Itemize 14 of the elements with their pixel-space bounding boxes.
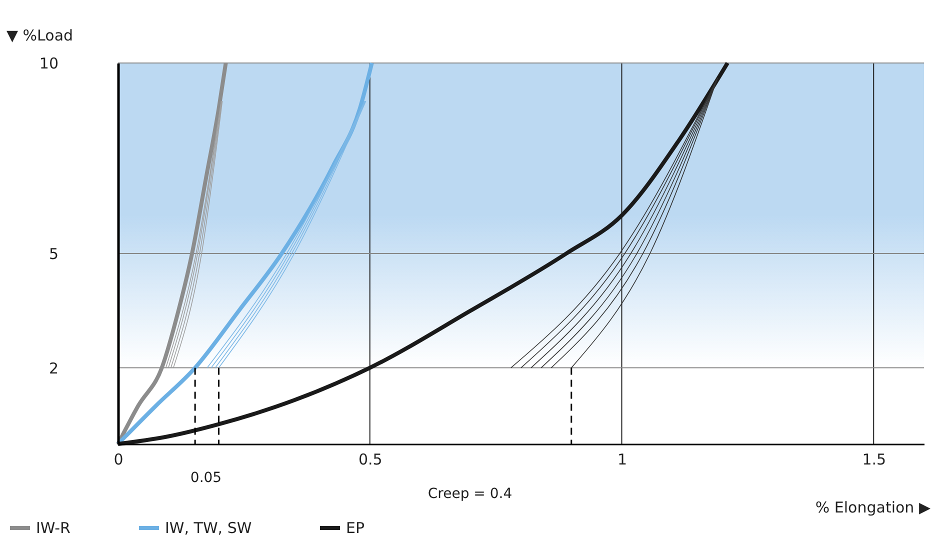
x-tick-label: 1.5 [862, 450, 886, 468]
x-tick-label: 0 [114, 450, 124, 468]
x-tick-label: 1 [617, 450, 628, 468]
y-tick-label: 2 [48, 359, 58, 378]
y-tick-label: 10 [39, 54, 58, 72]
text: Creep = 0.4 [428, 486, 512, 502]
x-axis-title: % Elongation ▶ [815, 498, 931, 516]
y-axis-title: ▼ %Load [6, 26, 74, 44]
x-tick-label: 0.5 [358, 450, 382, 468]
legend-label: EP [346, 519, 365, 537]
text: 0.05 [190, 470, 222, 486]
legend-label: IW-R [36, 519, 70, 537]
legend-label: IW, TW, SW [165, 519, 252, 537]
y-tick-label: 5 [48, 245, 58, 263]
